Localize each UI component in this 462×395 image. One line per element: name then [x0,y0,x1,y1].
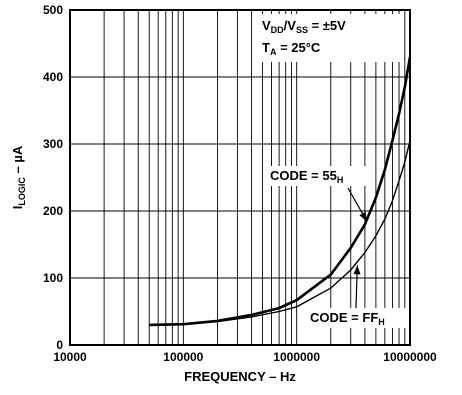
x-axis-title: FREQUENCY – Hz [184,369,296,384]
curves [149,56,412,327]
y-tick-label: 300 [43,137,63,151]
series-label-code-ff-background [307,308,407,328]
y-axis-title-rest: – µA [10,145,25,177]
temperature-annotation: TA = 25°C [262,40,321,57]
y-axis-title-main: I [10,206,25,210]
y-tick-label: 200 [43,204,63,218]
series-label-code-55-sub: H [337,175,344,185]
ta-label: T [262,40,270,55]
tick-labels: 10000 100000 1000000 10000000 0 100 200 300 400 5… [43,3,437,364]
y-axis-title-sub: LOGIC [17,177,27,206]
x-tick-label: 10000 [53,350,87,364]
series-label-code-55-main: CODE = 55 [270,168,337,183]
series-label-code-ff: CODE = FFH [307,265,407,328]
series-label-code-ff-sub: H [378,317,385,327]
x-tick-label: 1000000 [273,350,320,364]
series-label-code-ff-main: CODE = FF [310,310,378,325]
y-tick-label: 400 [43,70,63,84]
series-line-code-55 [149,56,412,327]
vdd-sub: DD [271,25,284,35]
vss-sub: SS [296,25,308,35]
series-line-code-ff [149,140,411,326]
y-axis-title: ILOGIC – µA [10,145,27,209]
plot-frame [69,9,411,346]
y-tick-label: 0 [56,338,63,352]
y-tick-label: 100 [43,271,63,285]
vdd-label: V [262,18,271,33]
test-conditions-background [258,14,404,62]
x-tick-label: 100000 [163,350,203,364]
series-label-code-55-arrowhead [359,211,367,222]
ta-sub: A [270,47,277,57]
test-conditions: VDD/VSS = ±5V TA = 25°C [258,14,404,62]
series-label-code-ff-text: CODE = FFH [310,310,385,327]
series-label-code-55-text: CODE = 55H [270,168,343,185]
series-label-code-55: CODE = 55H [267,166,368,222]
series-label-code-55-background [267,166,367,186]
x-tick-label: 10000000 [383,350,437,364]
supply-value: = ±5V [308,18,346,33]
y-tick-label: 500 [43,3,63,17]
temperature-value: = 25°C [276,40,320,55]
supply-voltage-annotation: VDD/VSS = ±5V [262,18,346,35]
vss-label: /V [284,18,297,33]
series-label-code-ff-arrowhead [353,265,361,275]
